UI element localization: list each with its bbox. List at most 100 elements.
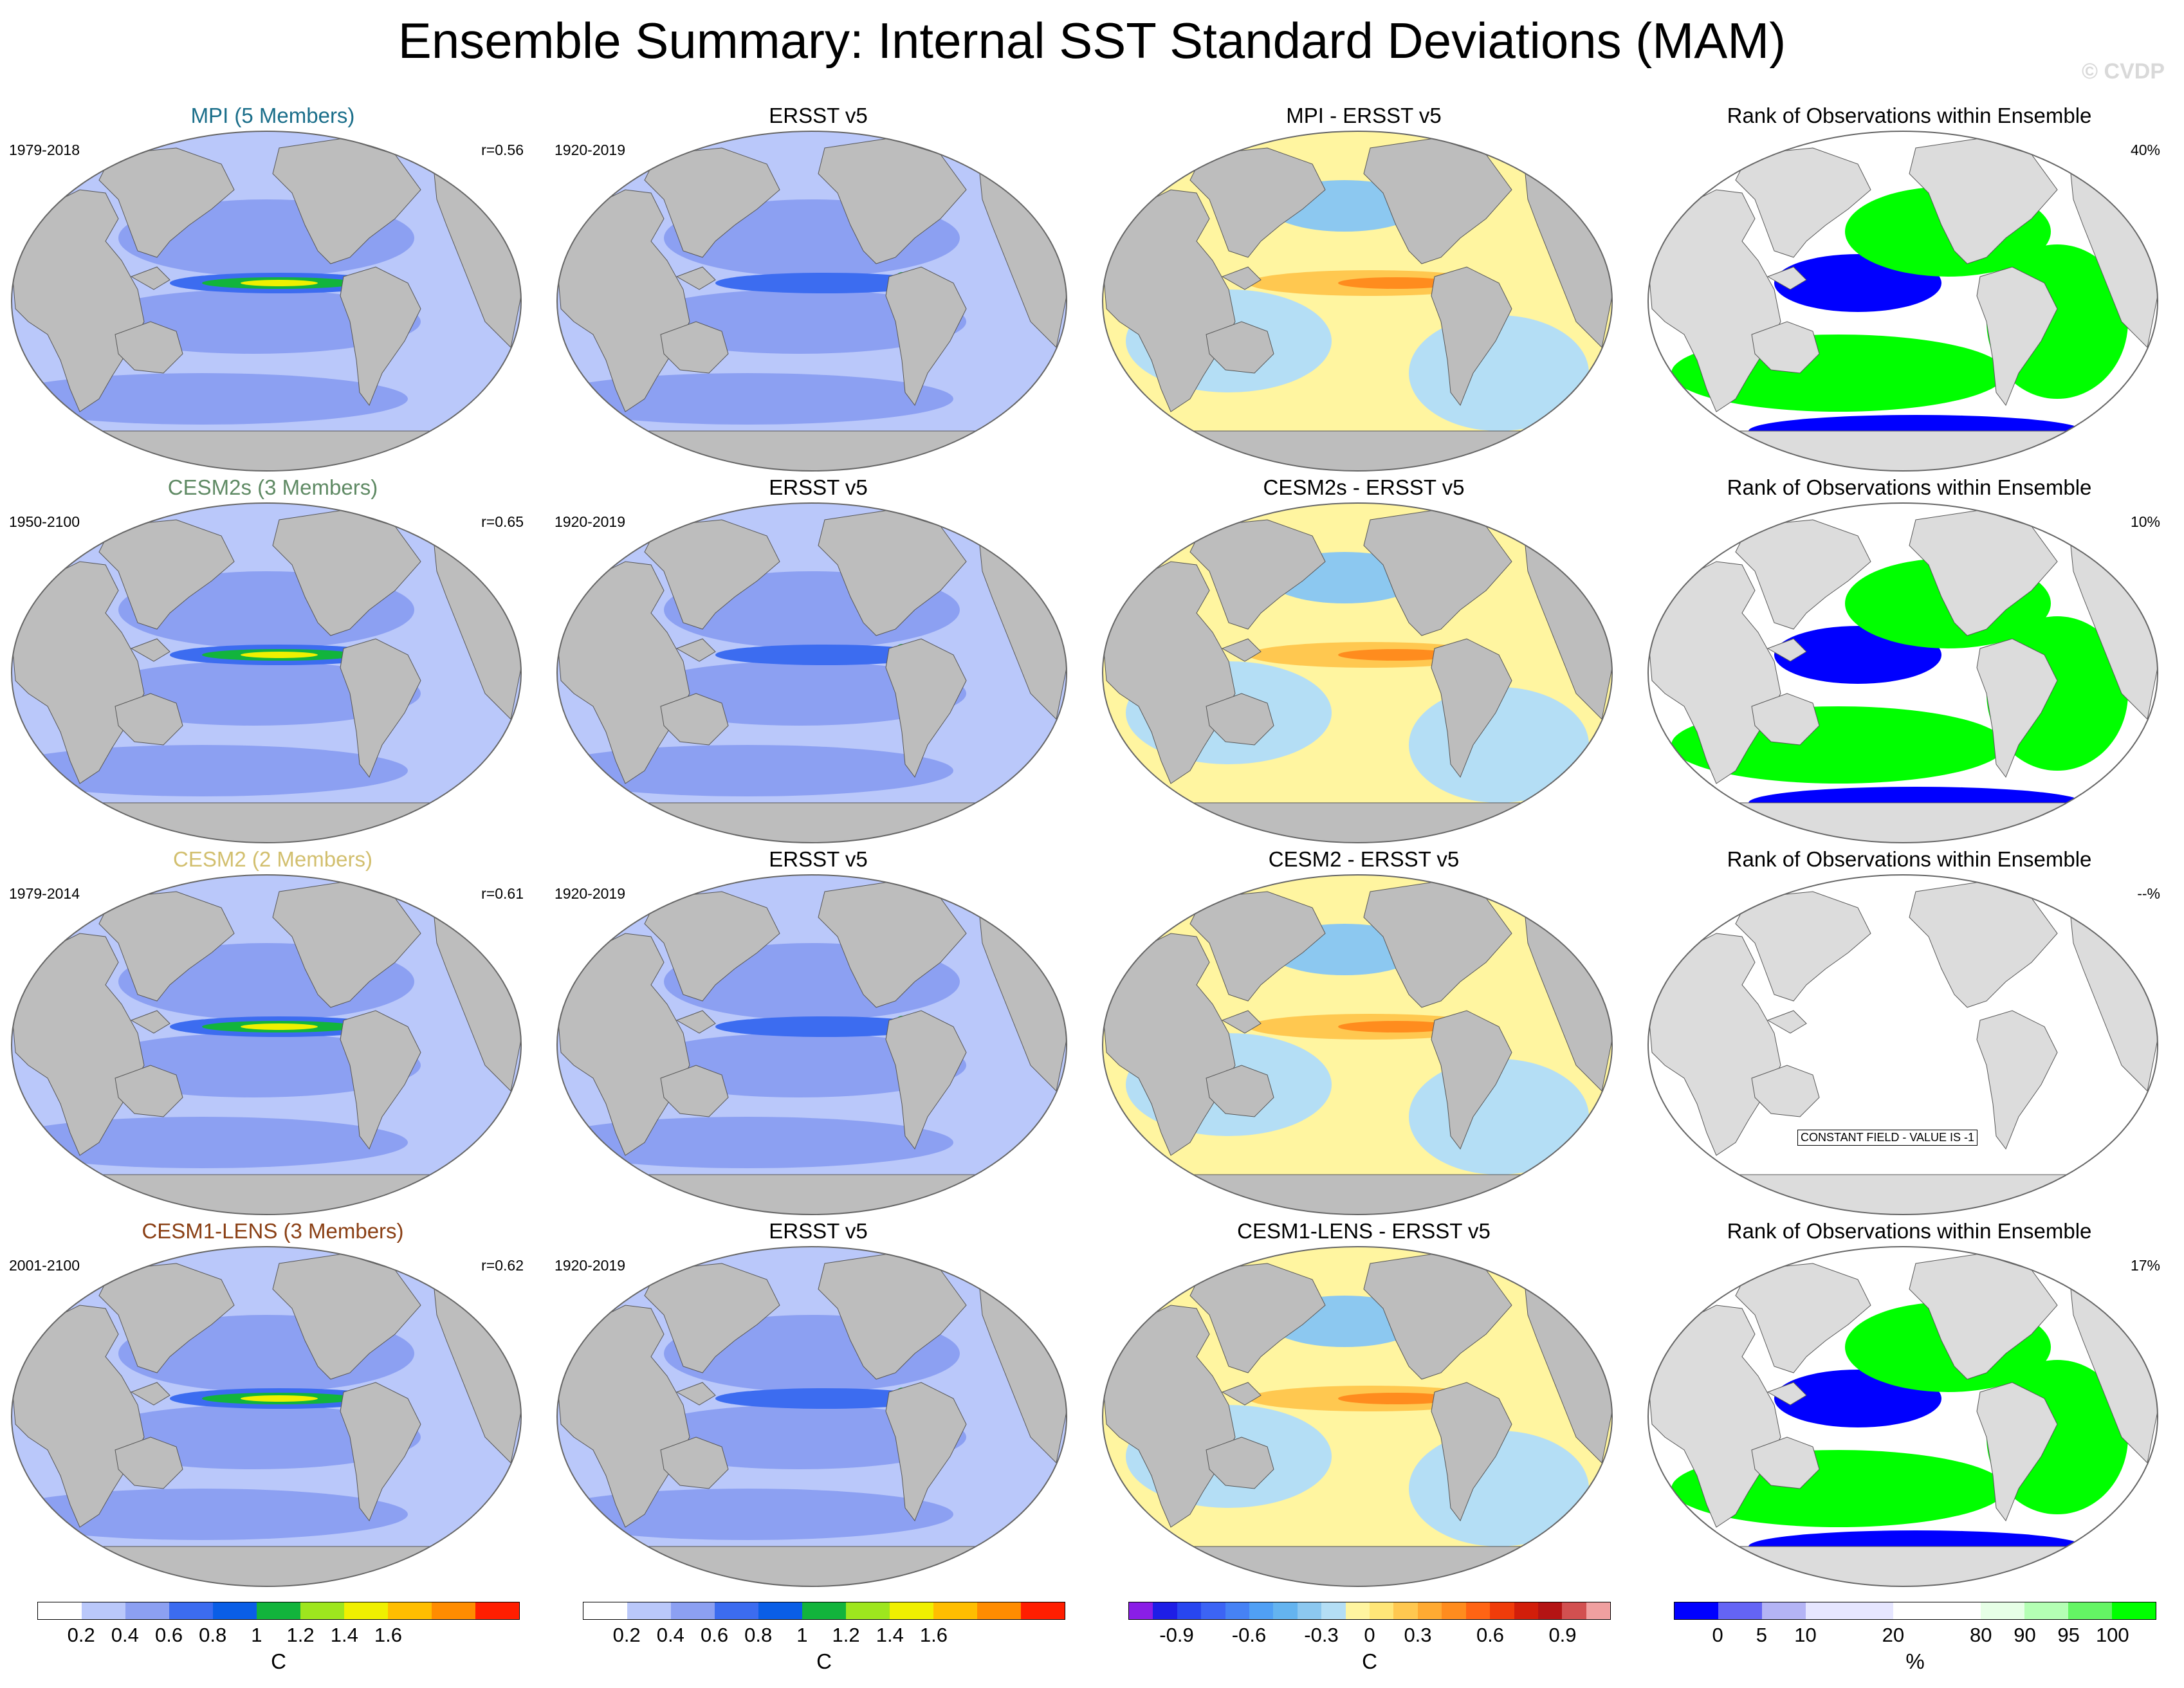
colorbar-tick-label: 80 xyxy=(1970,1624,1992,1646)
colorbar-swatch xyxy=(890,1602,933,1619)
colorbar-tick-label: 0.6 xyxy=(154,1624,183,1646)
colorbar-tick-label: 1 xyxy=(251,1624,262,1646)
colorbar-swatch xyxy=(1893,1602,1937,1619)
panel-title: CESM2s - ERSST v5 xyxy=(1263,475,1465,499)
world-map-diff xyxy=(1102,502,1613,843)
colorbar-swatch xyxy=(1465,1602,1491,1619)
world-map-model xyxy=(11,874,522,1215)
colorbar-swatch xyxy=(2024,1602,2068,1619)
colorbar-swatch xyxy=(583,1602,627,1619)
map-panel-rank-row-2: Rank of Observations within Ensemble 10% xyxy=(1637,475,2182,845)
constant-field-label: CONSTANT FIELD - VALUE IS -1 xyxy=(1797,1130,1978,1146)
panel-title: Rank of Observations within Ensemble xyxy=(1727,1219,2092,1243)
rank-percent: 10% xyxy=(2130,513,2160,530)
colorbar-swatch xyxy=(627,1602,671,1619)
panel-title: Rank of Observations within Ensemble xyxy=(1727,475,2092,499)
colorbar-swatch xyxy=(300,1602,344,1619)
colorbar-tick-label: -0.6 xyxy=(1231,1624,1267,1646)
colorbar-swatch xyxy=(715,1602,758,1619)
panel-title: ERSST v5 xyxy=(769,1219,868,1243)
map-panel-rank-row-3: Rank of Observations within Ensemble --% C… xyxy=(1637,847,2182,1216)
figure-title: Ensemble Summary: Internal SST Standard … xyxy=(398,12,1786,69)
colorbar-swatch xyxy=(1273,1602,1298,1619)
colorbar-swatch xyxy=(1321,1602,1346,1619)
colorbar-tick-label: 1.2 xyxy=(832,1624,860,1646)
rank-percent: 17% xyxy=(2130,1257,2160,1274)
colorbar-tick-label: 1.2 xyxy=(286,1624,315,1646)
colorbar-swatch xyxy=(1514,1602,1538,1619)
colorbar-swatch xyxy=(1225,1602,1250,1619)
colorbar-swatch xyxy=(1442,1602,1466,1619)
colorbar-swatch xyxy=(213,1602,257,1619)
colorbar-tick-label: 1.6 xyxy=(374,1624,403,1646)
panel-years: 1920-2019 xyxy=(555,513,625,530)
colorbar-swatch xyxy=(169,1602,213,1619)
colorbar-unit: C xyxy=(816,1649,832,1673)
colorbar-swatch xyxy=(933,1602,977,1619)
colorbar-tick-label: 0.6 xyxy=(700,1624,729,1646)
panel-title: CESM1-LENS (3 Members) xyxy=(142,1219,404,1243)
pattern-correlation: r=0.62 xyxy=(481,1257,524,1274)
world-map-rank xyxy=(1647,131,2158,472)
colorbar-swatch xyxy=(1201,1602,1225,1619)
colorbar-tick-label: 90 xyxy=(2014,1624,2036,1646)
world-map-model xyxy=(11,1246,522,1587)
world-map-rank xyxy=(1647,874,2158,1215)
colorbar-tick-label: -0.3 xyxy=(1304,1624,1339,1646)
colorbar-swatch xyxy=(2068,1602,2112,1619)
panel-title: MPI - ERSST v5 xyxy=(1286,104,1442,127)
map-panel-rank-row-1: Rank of Observations within Ensemble 40% xyxy=(1637,103,2182,473)
colorbar-tick-label: 1 xyxy=(796,1624,808,1646)
panel-title: MPI (5 Members) xyxy=(190,104,355,127)
colorbar-tick-label: 0.4 xyxy=(111,1624,139,1646)
panel-title: CESM2 - ERSST v5 xyxy=(1268,847,1460,871)
map-panel-diff-row-2: CESM2s - ERSST v5 xyxy=(1091,475,1637,845)
colorbar-swatch xyxy=(802,1602,846,1619)
colorbar-swatches xyxy=(1128,1602,1611,1620)
colorbar-swatch xyxy=(1675,1602,1718,1619)
panel-title: Rank of Observations within Ensemble xyxy=(1727,104,2092,127)
panel-title: CESM1-LENS - ERSST v5 xyxy=(1237,1219,1491,1243)
colorbar-swatch xyxy=(1297,1602,1322,1619)
world-map-rank xyxy=(1647,502,2158,843)
colorbar-tick-label: 0.2 xyxy=(67,1624,95,1646)
world-map-diff xyxy=(1102,1246,1613,1587)
colorbar-swatch xyxy=(1345,1602,1370,1619)
rank-percent: 40% xyxy=(2130,142,2160,158)
colorbar-tick-label: 5 xyxy=(1756,1624,1767,1646)
colorbar-swatch xyxy=(1393,1602,1418,1619)
world-map-rank xyxy=(1647,1246,2158,1587)
colorbar-tick-label: 0.3 xyxy=(1404,1624,1432,1646)
colorbar-swatch xyxy=(1417,1602,1442,1619)
panel-years: 1950-2100 xyxy=(9,513,80,530)
colorbar-swatch xyxy=(977,1602,1021,1619)
colorbar-swatch xyxy=(1021,1602,1065,1619)
colorbar-tick-label: 0 xyxy=(1712,1624,1723,1646)
rank-percent: --% xyxy=(2137,885,2160,902)
world-map-diff xyxy=(1102,131,1613,472)
panel-title: CESM2 (2 Members) xyxy=(173,847,372,871)
colorbar-unit: C xyxy=(1362,1649,1377,1673)
colorbar-swatch xyxy=(1153,1602,1177,1619)
colorbar-swatch xyxy=(1562,1602,1586,1619)
map-panel-obs-row-1: ERSST v5 1920-2019 xyxy=(546,103,1091,473)
colorbar-swatch xyxy=(1849,1602,1893,1619)
colorbar-swatch xyxy=(1537,1602,1563,1619)
colorbar-tick-label: -0.9 xyxy=(1159,1624,1194,1646)
colorbar-tick-label: 0.8 xyxy=(199,1624,227,1646)
std-dev-colorbar-2: 0.2 0.4 0.6 0.8 1 1.2 1.4 1.6 C xyxy=(583,1602,1085,1679)
colorbar-swatch xyxy=(1249,1602,1274,1619)
panel-title: ERSST v5 xyxy=(769,475,868,499)
colorbar-tick-label: 0.2 xyxy=(612,1624,641,1646)
map-panel-model-row-2: CESM2s (3 Members) 1950-2100 r=0.65 xyxy=(0,475,546,845)
pattern-correlation: r=0.65 xyxy=(481,513,524,530)
colorbar-tick-label: 0.9 xyxy=(1548,1624,1577,1646)
colorbar-swatch xyxy=(1129,1602,1153,1619)
rank-colorbar: 0 5 10 20 80 90 95 100% xyxy=(1674,1602,2176,1679)
colorbar-swatch xyxy=(344,1602,388,1619)
colorbar-tick-label: 0.4 xyxy=(656,1624,684,1646)
panel-title: ERSST v5 xyxy=(769,847,868,871)
world-map-obs xyxy=(556,502,1067,843)
world-map-obs xyxy=(556,1246,1067,1587)
colorbar-swatch xyxy=(125,1602,169,1619)
